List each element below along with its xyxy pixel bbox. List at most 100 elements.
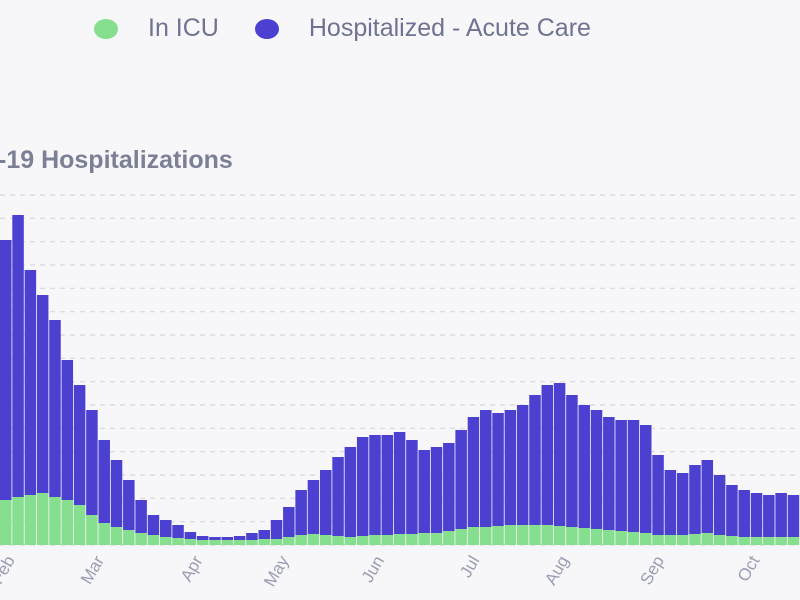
- bar-in-icu: [504, 525, 517, 545]
- bar-in-icu: [12, 497, 24, 545]
- bar-acute-care: [578, 405, 590, 528]
- bar-acute-care: [233, 536, 246, 540]
- bar-acute-care: [516, 405, 529, 525]
- bar-acute-care: [12, 215, 24, 497]
- bar-acute-care: [738, 490, 750, 537]
- bar-in-icu: [307, 534, 320, 545]
- bar-in-icu: [590, 529, 603, 545]
- bar-in-icu: [86, 515, 98, 545]
- bar-in-icu: [443, 531, 455, 545]
- bar-in-icu: [221, 540, 234, 545]
- legend-label: Hospitalized - Acute Care: [308, 14, 591, 42]
- bar-acute-care: [61, 360, 74, 500]
- bar-acute-care: [0, 240, 12, 500]
- bar-in-icu: [0, 500, 12, 545]
- bar-acute-care: [676, 473, 689, 535]
- bar-in-icu: [369, 535, 381, 545]
- bar-acute-care: [24, 270, 37, 495]
- bar-acute-care: [627, 420, 640, 532]
- bar-acute-care: [455, 430, 467, 529]
- bar-in-icu: [566, 527, 578, 545]
- bar-in-icu: [541, 525, 554, 545]
- legend-dot-icon: [254, 18, 279, 39]
- bar-in-icu: [467, 527, 480, 545]
- x-tick-label: Mar: [77, 552, 108, 587]
- bar-in-icu: [406, 534, 418, 545]
- bar-acute-care: [689, 465, 701, 534]
- bar-in-icu: [270, 539, 283, 545]
- x-tick-label: Feb: [0, 553, 19, 588]
- bar-in-icu: [676, 535, 689, 545]
- bar-acute-care: [713, 475, 726, 535]
- chart-legend: In ICU Hospitalized - Acute Care: [94, 14, 627, 43]
- bar-in-icu: [381, 535, 394, 545]
- bar-in-icu: [750, 537, 763, 545]
- bar-in-icu: [135, 533, 147, 545]
- bar-acute-care: [775, 493, 787, 537]
- bar-in-icu: [480, 527, 492, 545]
- bar-in-icu: [332, 536, 344, 545]
- bar-in-icu: [283, 537, 295, 545]
- bar-in-icu: [763, 537, 775, 545]
- bar-acute-care: [726, 485, 738, 536]
- bar-in-icu: [701, 533, 714, 545]
- bar-in-icu: [36, 493, 49, 545]
- bar-in-icu: [529, 525, 541, 545]
- bar-acute-care: [36, 295, 49, 493]
- bar-acute-care: [541, 385, 554, 525]
- bar-in-icu: [123, 530, 135, 545]
- bar-acute-care: [664, 470, 677, 535]
- bar-acute-care: [73, 385, 86, 505]
- bar-acute-care: [763, 495, 775, 537]
- bar-in-icu: [295, 535, 307, 545]
- bar-acute-care: [787, 495, 800, 537]
- x-tick-label: Jun: [358, 553, 388, 586]
- bar-acute-care: [652, 455, 664, 535]
- x-tick-label: Oct: [734, 552, 764, 585]
- x-tick-label: Sep: [637, 553, 669, 589]
- bar-acute-care: [86, 410, 98, 515]
- bar-acute-care: [430, 447, 443, 533]
- bar-acute-care: [381, 435, 394, 535]
- legend-item-in-icu[interactable]: In ICU: [94, 14, 219, 43]
- bar-in-icu: [455, 529, 467, 545]
- bar-acute-care: [283, 507, 295, 537]
- bar-in-icu: [726, 536, 738, 545]
- bar-acute-care: [123, 480, 135, 530]
- bar-in-icu: [172, 538, 184, 545]
- bar-in-icu: [787, 537, 800, 545]
- bar-acute-care: [467, 417, 480, 527]
- bar-acute-care: [270, 520, 283, 539]
- bar-in-icu: [258, 539, 270, 545]
- bar-in-icu: [664, 535, 677, 545]
- bar-in-icu: [516, 525, 529, 545]
- bar-acute-care: [147, 515, 160, 535]
- bar-acute-care: [184, 532, 197, 539]
- bar-in-icu: [160, 537, 172, 545]
- bar-acute-care: [701, 460, 714, 533]
- bar-acute-care: [332, 457, 344, 536]
- bar-acute-care: [246, 533, 258, 540]
- bar-in-icu: [603, 530, 615, 545]
- bar-in-icu: [553, 526, 566, 545]
- bar-acute-care: [344, 447, 357, 537]
- bar-in-icu: [615, 531, 627, 545]
- bar-in-icu: [356, 536, 369, 545]
- bar-in-icu: [196, 540, 209, 545]
- x-tick-label: Jul: [456, 553, 483, 581]
- bar-acute-care: [209, 537, 221, 540]
- bar-acute-care: [49, 320, 61, 497]
- bar-acute-care: [750, 493, 763, 537]
- bar-acute-care: [98, 440, 110, 523]
- bar-in-icu: [418, 533, 430, 545]
- bar-acute-care: [406, 440, 418, 534]
- legend-item-acute-care[interactable]: Hospitalized - Acute Care: [254, 14, 591, 43]
- x-tick-label: Aug: [541, 553, 573, 589]
- bar-in-icu: [49, 497, 61, 545]
- bar-in-icu: [713, 535, 726, 545]
- x-tick-label: Apr: [177, 552, 207, 585]
- bar-in-icu: [775, 537, 787, 545]
- bar-acute-care: [615, 420, 627, 531]
- bar-in-icu: [652, 535, 664, 545]
